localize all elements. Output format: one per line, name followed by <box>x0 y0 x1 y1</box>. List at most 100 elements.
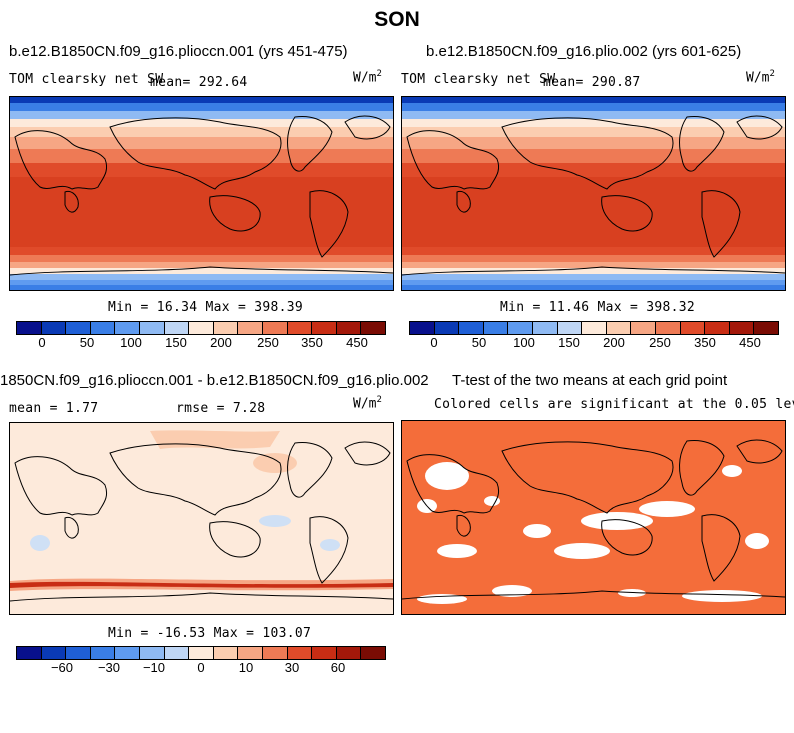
panel2-title: b.e12.B1850CN.f09_g16.plio.002 (yrs 601-… <box>426 43 742 60</box>
coastline <box>736 115 783 140</box>
panel3-tick-60: 60 <box>330 660 346 675</box>
colorbar-swatch <box>238 647 263 659</box>
panel2-colorbar <box>409 321 779 335</box>
panel2-tick-100: 100 <box>513 335 535 350</box>
coastline <box>64 190 79 213</box>
colorbar-swatch <box>287 322 313 334</box>
coastline <box>501 117 674 190</box>
colorbar-swatch <box>508 322 533 334</box>
coastline <box>14 130 108 190</box>
latitude-band <box>402 262 785 268</box>
coastline <box>209 521 261 558</box>
coastline <box>309 516 349 584</box>
colorbar-swatch <box>582 322 607 334</box>
panel3-rmse: rmse = 7.28 <box>176 401 266 416</box>
colorbar-swatch <box>115 647 140 659</box>
panel4-coastlines <box>402 439 785 600</box>
coastline <box>10 266 393 276</box>
panel2-tick-350: 350 <box>694 335 716 350</box>
panel4-white-patch-8 <box>437 544 477 558</box>
colorbar-swatch <box>655 322 681 334</box>
coastline <box>679 116 725 172</box>
colorbar-swatch <box>213 322 239 334</box>
colorbar-swatch <box>631 322 656 334</box>
panel3-units: W/m2 <box>353 395 382 412</box>
panel2-minmax: Min = 11.46 Max = 398.32 <box>500 300 696 315</box>
latitude-band <box>10 262 393 268</box>
coastline <box>402 590 785 600</box>
panel3-tick-m10: −10 <box>142 660 166 675</box>
latitude-band <box>10 119 393 127</box>
panel2-variable: TOM clearsky net SW <box>401 72 556 87</box>
coastline <box>601 519 653 556</box>
colorbar-swatch <box>312 322 337 334</box>
panel4-white-patch-11 <box>492 585 532 597</box>
panel4-title: T-test of the two means at each grid poi… <box>452 372 728 389</box>
coastline <box>14 456 108 516</box>
panel1-tick-0: 0 <box>38 335 46 350</box>
panel1-colorbar <box>16 321 386 335</box>
colorbar-swatch <box>189 647 214 659</box>
panel4-white-patch-4 <box>581 512 653 530</box>
coastline <box>701 190 741 258</box>
coastline <box>344 441 391 466</box>
latitude-band <box>402 127 785 137</box>
panel1-coastlines <box>10 115 393 276</box>
panel1-tick-100: 100 <box>120 335 142 350</box>
panel1-map-svg <box>10 97 393 290</box>
latitude-band <box>402 103 785 111</box>
latitude-band <box>10 255 393 262</box>
latitude-band <box>10 274 393 280</box>
colorbar-swatch <box>213 647 239 659</box>
colorbar-swatch <box>139 647 165 659</box>
colorbar-swatch <box>189 322 214 334</box>
colorbar-swatch <box>164 322 190 334</box>
panel3-neg-patch-1 <box>259 515 291 527</box>
latitude-band <box>402 255 785 262</box>
latitude-band <box>402 137 785 149</box>
coastline <box>10 592 393 602</box>
panel4-insignificant-cells <box>417 462 769 604</box>
panel1-mean: mean= 292.64 <box>150 75 248 90</box>
colorbar-swatch <box>41 322 67 334</box>
colorbar-swatch <box>312 647 337 659</box>
coastline <box>344 115 391 140</box>
panel4-white-patch-6 <box>554 543 610 559</box>
panel1-title: b.e12.B1850CN.f09_g16.plioccn.001 (yrs 4… <box>9 43 348 60</box>
panel3-tick-30: 30 <box>284 660 300 675</box>
panel3-tick-m30: −30 <box>97 660 121 675</box>
panel2-tick-450: 450 <box>739 335 761 350</box>
panel4-white-patch-7 <box>523 524 551 538</box>
latitude-band <box>10 111 393 119</box>
latitude-band <box>10 280 393 285</box>
coastline <box>679 440 725 496</box>
colorbar-swatch <box>410 322 435 334</box>
panel1-tick-250: 250 <box>257 335 279 350</box>
panel3-neg-patch-2 <box>320 539 340 551</box>
latitude-band <box>402 111 785 119</box>
colorbar-swatch <box>532 322 558 334</box>
latitude-band <box>402 280 785 285</box>
coastline <box>209 195 261 232</box>
latitude-band <box>10 127 393 137</box>
panel4-subtitle: Colored cells are significant at the 0.0… <box>434 397 794 412</box>
panel2-latitude-bands <box>402 97 785 290</box>
panel4-map-svg <box>402 439 785 604</box>
panel2-coastlines <box>402 115 785 276</box>
panel1-variable: TOM clearsky net SW <box>9 72 164 87</box>
colorbar-swatch <box>434 322 460 334</box>
panel4-map <box>401 420 786 615</box>
latitude-band <box>10 268 393 274</box>
latitude-band <box>402 274 785 280</box>
panel1-units: W/m2 <box>353 69 382 86</box>
latitude-band <box>402 119 785 127</box>
panel3-asia-patch <box>253 453 297 473</box>
latitude-band <box>402 163 785 177</box>
panel3-mean: mean = 1.77 <box>9 401 99 416</box>
panel3-map-svg <box>10 430 393 602</box>
panel4-white-patch-14 <box>618 589 646 597</box>
colorbar-swatch <box>336 647 362 659</box>
colorbar-swatch <box>66 322 91 334</box>
colorbar-swatch <box>90 647 116 659</box>
colorbar-swatch <box>680 322 706 334</box>
